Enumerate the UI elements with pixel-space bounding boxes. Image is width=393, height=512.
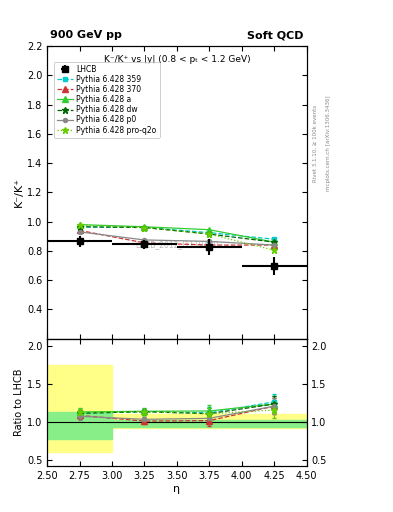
Legend: LHCB, Pythia 6.428 359, Pythia 6.428 370, Pythia 6.428 a, Pythia 6.428 dw, Pythi: LHCB, Pythia 6.428 359, Pythia 6.428 370… (53, 61, 160, 138)
Text: Soft QCD: Soft QCD (248, 30, 304, 40)
Text: K⁻/K⁺ vs |y| (0.8 < pₜ < 1.2 GeV): K⁻/K⁺ vs |y| (0.8 < pₜ < 1.2 GeV) (103, 55, 250, 64)
X-axis label: η: η (173, 483, 180, 494)
Text: mcplots.cern.ch [arXiv:1306.3436]: mcplots.cern.ch [arXiv:1306.3436] (326, 96, 331, 191)
Text: LHCB_2012_I1119400: LHCB_2012_I1119400 (135, 241, 219, 249)
Text: Rivet 3.1.10, ≥ 100k events: Rivet 3.1.10, ≥ 100k events (312, 105, 318, 182)
Y-axis label: Ratio to LHCB: Ratio to LHCB (14, 369, 24, 436)
Y-axis label: K⁻/K⁺: K⁻/K⁺ (14, 177, 24, 207)
Text: 900 GeV pp: 900 GeV pp (50, 30, 121, 40)
